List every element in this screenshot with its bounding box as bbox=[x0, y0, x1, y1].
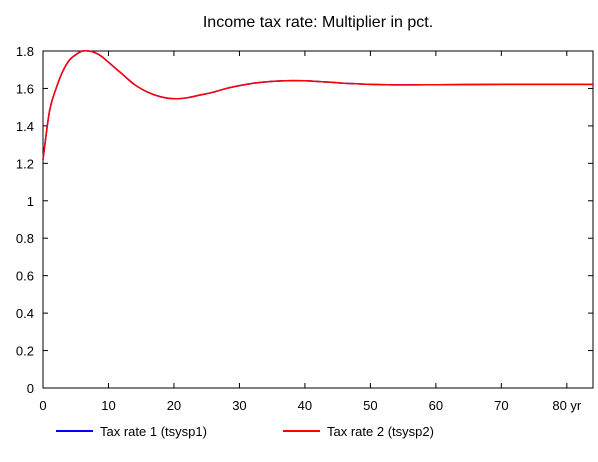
x-tick-label: 0 bbox=[39, 398, 46, 413]
x-axis: 0 10 20 30 40 50 60 70 80 yr bbox=[39, 51, 582, 413]
series-line-1 bbox=[42, 49, 594, 161]
y-tick-label: 1.6 bbox=[16, 81, 34, 96]
x-tick-label: 50 bbox=[363, 398, 377, 413]
y-tick-label: 0.2 bbox=[16, 344, 34, 359]
y-tick-label: 1.8 bbox=[16, 44, 34, 59]
y-tick-label: 1.4 bbox=[16, 119, 34, 134]
x-tick-label: 60 bbox=[429, 398, 443, 413]
plot-frame bbox=[42, 50, 594, 389]
x-tick-label: 80 yr bbox=[552, 398, 582, 413]
series-layer bbox=[42, 49, 594, 161]
y-tick-label: 0.8 bbox=[16, 231, 34, 246]
legend-label: Tax rate 1 (tsysp1) bbox=[100, 424, 207, 439]
legend: Tax rate 1 (tsysp1) Tax rate 2 (tsysp2) bbox=[56, 424, 434, 439]
plot-area bbox=[42, 50, 594, 389]
legend-label: Tax rate 2 (tsysp2) bbox=[327, 424, 434, 439]
x-tick-label: 70 bbox=[494, 398, 508, 413]
series-line-2 bbox=[42, 49, 594, 161]
x-tick-label: 20 bbox=[167, 398, 181, 413]
y-tick-label: 1.2 bbox=[16, 156, 34, 171]
x-tick-label: 10 bbox=[101, 398, 115, 413]
x-tick-label: 30 bbox=[232, 398, 246, 413]
y-axis: 0 0.2 0.4 0.6 0.8 1 1.2 1.4 1.6 1.8 bbox=[16, 44, 593, 396]
x-tick-label: 40 bbox=[298, 398, 312, 413]
y-tick-label: 0 bbox=[27, 381, 34, 396]
y-tick-label: 0.4 bbox=[16, 306, 34, 321]
y-tick-label: 1 bbox=[27, 194, 34, 209]
y-tick-label: 0.6 bbox=[16, 269, 34, 284]
chart-title: Income tax rate: Multiplier in pct. bbox=[203, 14, 433, 31]
